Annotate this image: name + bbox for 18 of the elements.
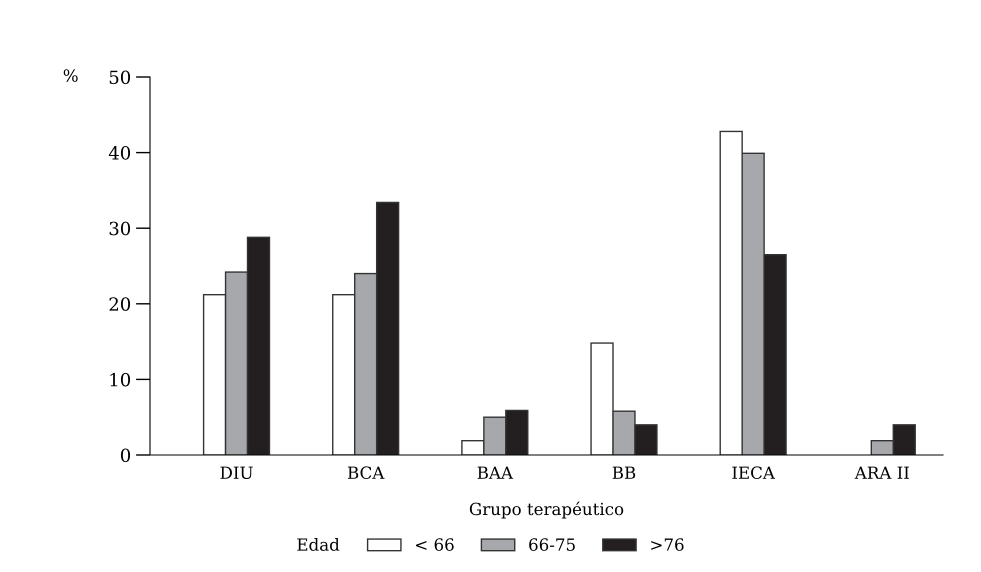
y-tick-label: 0 — [120, 448, 130, 462]
legend-label: >76 — [651, 538, 684, 551]
y-tick-label: 20 — [110, 297, 130, 311]
legend-label: 66-75 — [529, 538, 575, 551]
y-tick-label: 50 — [110, 70, 130, 84]
y-tick-label: 10 — [110, 372, 130, 387]
x-tick-label: ARA II — [854, 466, 909, 479]
x-axis-title: Grupo terapéutico — [470, 502, 624, 518]
y-tick-label: 30 — [110, 222, 130, 236]
legend-title: Edad — [297, 538, 340, 551]
x-tick-label: DIU — [220, 466, 253, 480]
x-tick-label: BAA — [478, 466, 514, 479]
y-axis-title: % — [64, 69, 78, 82]
x-tick-label: BB — [612, 466, 636, 479]
legend-label: < 66 — [416, 538, 454, 551]
x-tick-label: IECA — [732, 466, 776, 480]
x-tick-label: BCA — [348, 466, 385, 480]
y-tick-label: 40 — [108, 146, 130, 160]
